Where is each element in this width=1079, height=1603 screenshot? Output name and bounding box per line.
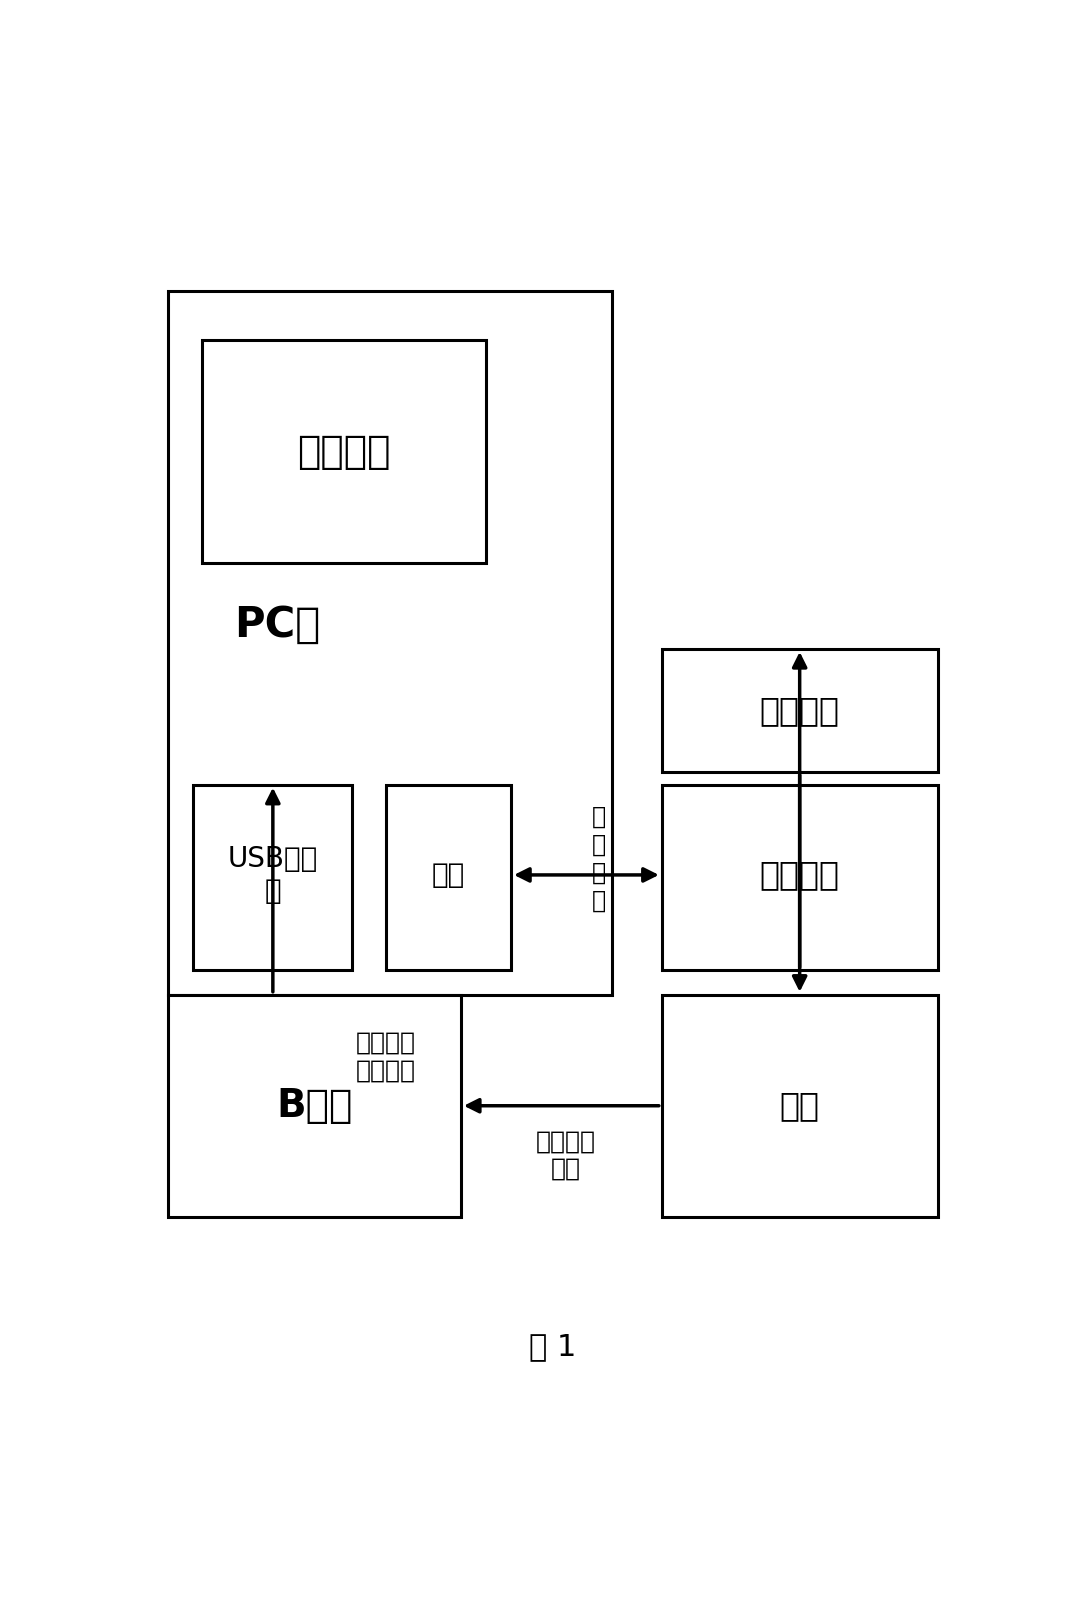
Text: 控制系统: 控制系统 bbox=[760, 859, 839, 891]
Text: 二维数字
图像数据: 二维数字 图像数据 bbox=[356, 1031, 415, 1082]
Text: 串口: 串口 bbox=[432, 861, 465, 890]
Text: PC机: PC机 bbox=[234, 603, 320, 646]
Bar bbox=[168, 292, 612, 994]
Bar bbox=[386, 785, 511, 970]
Text: 超声回波
信号: 超声回波 信号 bbox=[535, 1129, 596, 1181]
Bar bbox=[202, 340, 487, 563]
Bar bbox=[193, 785, 352, 970]
Text: 图 1: 图 1 bbox=[530, 1332, 576, 1361]
Text: B超仪: B超仪 bbox=[276, 1087, 353, 1125]
Text: 软件系统: 软件系统 bbox=[297, 433, 391, 471]
Text: 驱动模块: 驱动模块 bbox=[760, 694, 839, 728]
Text: 通
讯
信
号: 通 讯 信 号 bbox=[592, 805, 606, 912]
Bar bbox=[661, 649, 938, 773]
Text: 探头: 探头 bbox=[780, 1090, 820, 1122]
Bar bbox=[168, 994, 461, 1217]
Bar bbox=[661, 785, 938, 970]
Bar bbox=[661, 994, 938, 1217]
Text: USB或网
卡: USB或网 卡 bbox=[228, 845, 318, 906]
